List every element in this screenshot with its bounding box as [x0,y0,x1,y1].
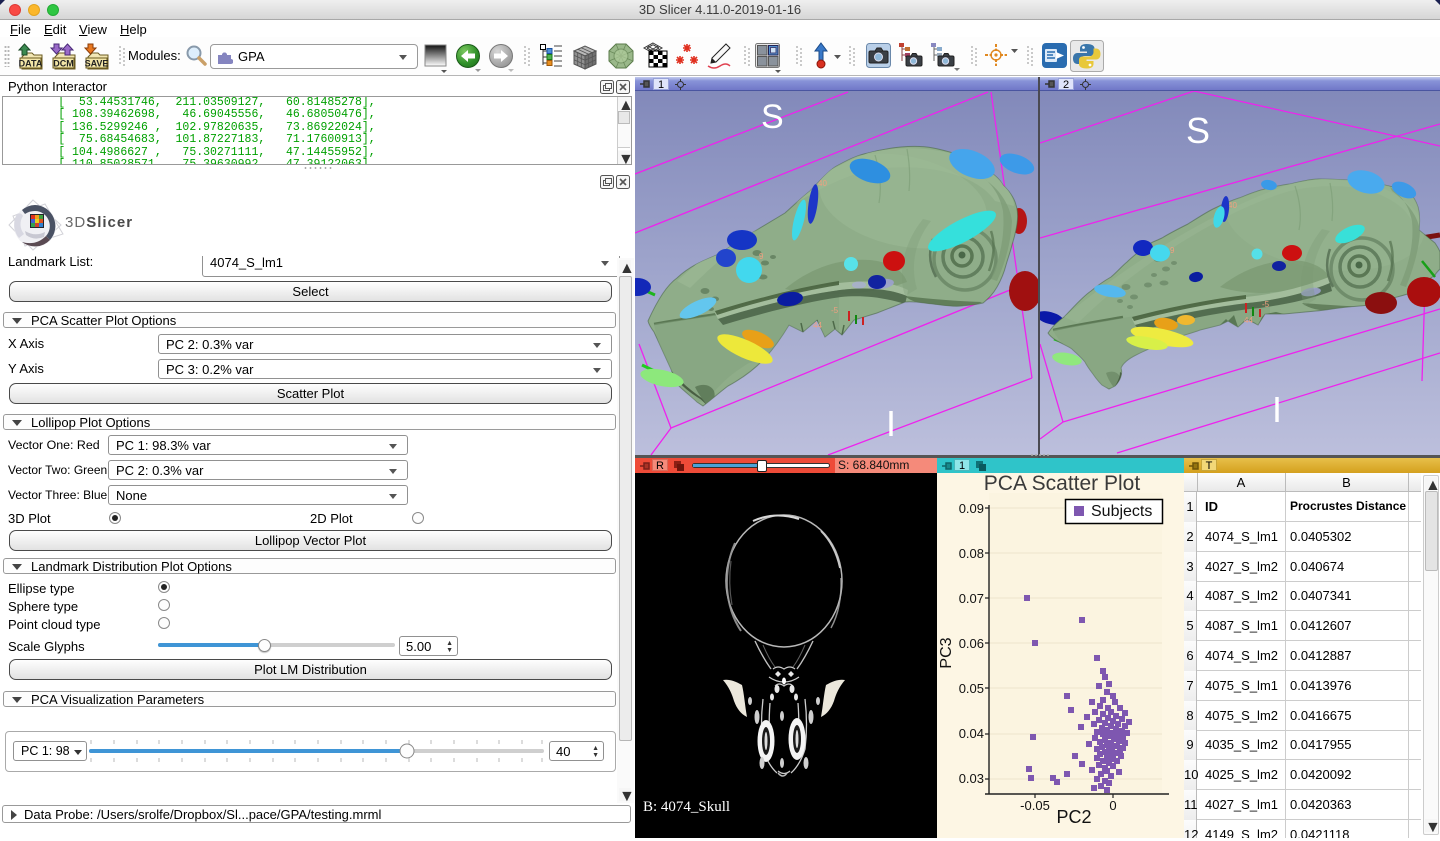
svg-text:3DSlicer: 3DSlicer [65,214,133,231]
svg-text:S: S [1186,110,1210,151]
svg-text:I: I [886,403,896,444]
svg-text:0.05: 0.05 [959,681,984,696]
svg-text:PC2: PC2 [1056,807,1091,827]
svg-text:0: 0 [1109,798,1116,813]
svg-text:40: 40 [1228,201,1237,210]
svg-text:DATA: DATA [19,59,43,69]
svg-text:I: I [1272,389,1282,430]
svg-text:DCM: DCM [53,59,74,69]
svg-text:PCA Scatter Plot: PCA Scatter Plot [984,473,1141,495]
svg-text:0.06: 0.06 [959,636,984,651]
svg-text:B: 4074_Skull: B: 4074_Skull [643,799,730,815]
svg-text:-5: -5 [1262,300,1270,309]
svg-text:PC3: PC3 [938,637,955,668]
svg-text:0.08: 0.08 [959,546,984,561]
svg-text:0.09: 0.09 [959,501,984,516]
svg-text:0.04: 0.04 [959,726,984,741]
svg-text:Subjects: Subjects [1091,503,1152,520]
svg-text:0.03: 0.03 [959,771,984,786]
svg-text:SAVE: SAVE [85,59,109,69]
svg-text:-0.05: -0.05 [1020,798,1050,813]
svg-text:44: 44 [1244,316,1253,325]
svg-text:S: S [761,98,784,136]
svg-text:0.07: 0.07 [959,591,984,606]
svg-text:9: 9 [1170,246,1175,255]
